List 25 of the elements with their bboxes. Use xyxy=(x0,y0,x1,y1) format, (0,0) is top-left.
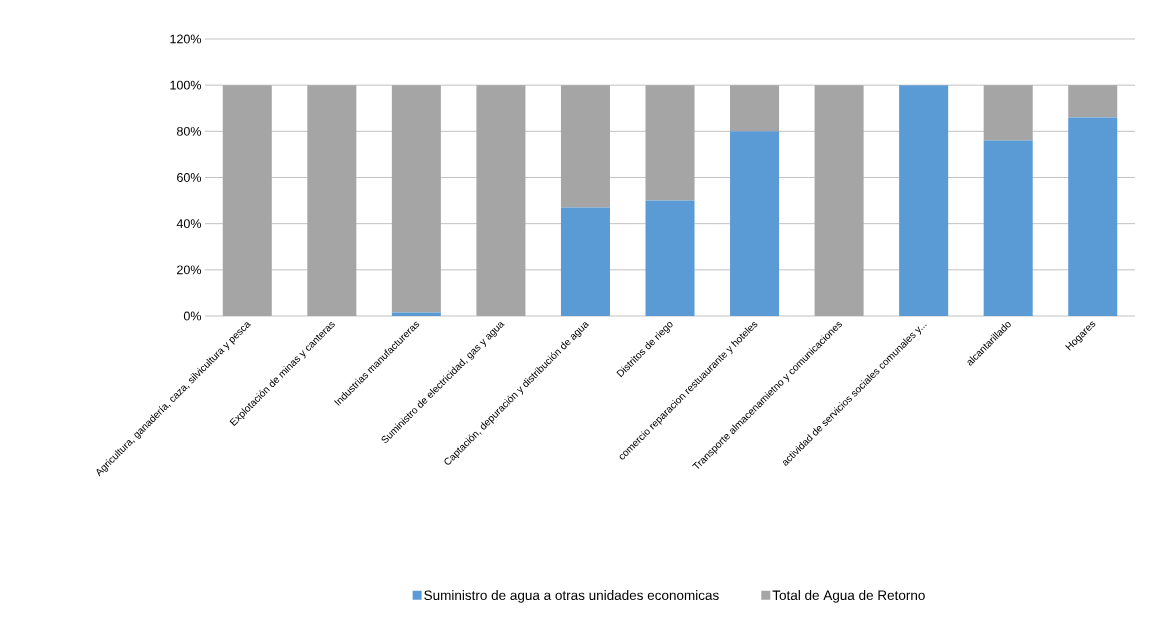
bar xyxy=(560,85,610,208)
bar xyxy=(307,85,357,316)
y-tick-label: 60% xyxy=(177,173,202,182)
legend-label: Total de Agua de Retorno xyxy=(772,590,925,603)
y-tick-label: 80% xyxy=(177,126,202,136)
bar xyxy=(983,140,1033,316)
y-tick-label: 120% xyxy=(170,34,202,44)
bar xyxy=(1068,85,1118,118)
legend-label: Suministro de agua a otras unidades economicas xyxy=(424,590,719,603)
y-tick-label: 0% xyxy=(183,311,202,321)
bar xyxy=(730,131,780,316)
bar xyxy=(730,85,780,132)
bar xyxy=(645,200,695,316)
bar xyxy=(645,85,695,201)
bar xyxy=(899,85,949,316)
bar xyxy=(476,85,526,316)
y-tick-label: 20% xyxy=(177,265,202,275)
bar xyxy=(560,207,610,316)
bar xyxy=(1068,117,1118,316)
bar xyxy=(222,85,272,316)
bar xyxy=(983,85,1033,141)
bar xyxy=(391,85,441,313)
y-tick-label: 100% xyxy=(170,80,202,90)
bar xyxy=(814,85,864,316)
y-tick-label: 40% xyxy=(176,219,202,229)
